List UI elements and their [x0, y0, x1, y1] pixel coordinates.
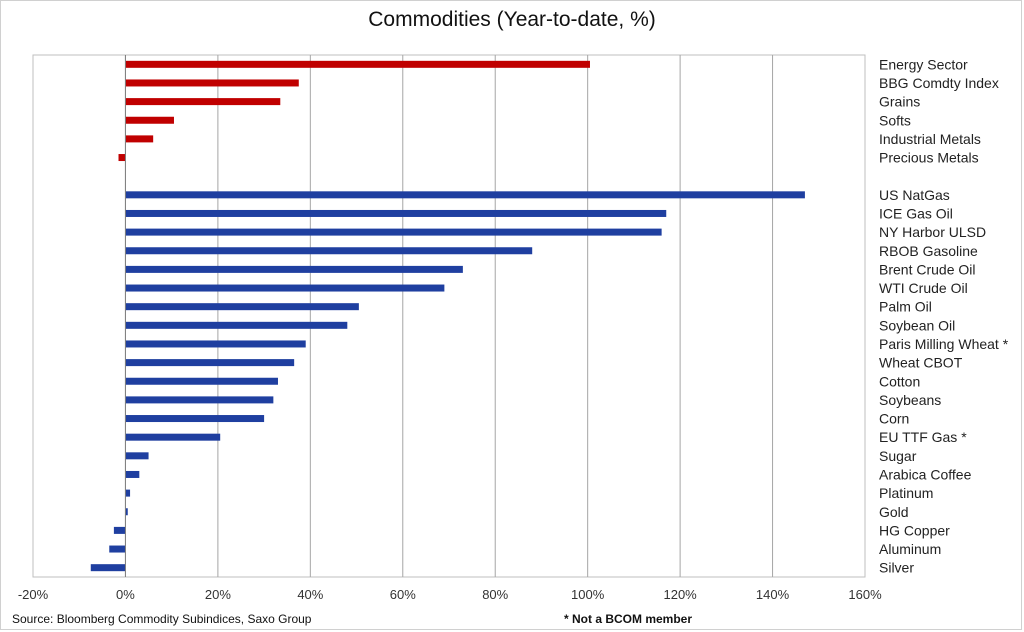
x-tick-label: 100% — [571, 587, 605, 602]
bar — [125, 340, 306, 348]
bar — [125, 284, 445, 292]
plot-area — [32, 54, 866, 578]
bar — [125, 265, 463, 273]
category-label: ICE Gas Oil — [879, 205, 953, 221]
category-label: EU TTF Gas * — [879, 429, 967, 445]
source-note: Source: Bloomberg Commodity Subindices, … — [12, 612, 312, 626]
bar — [113, 526, 126, 534]
bar — [125, 191, 805, 199]
category-label: Grains — [879, 94, 920, 110]
bar — [125, 508, 128, 516]
category-label: Palm Oil — [879, 299, 932, 315]
category-label: Soybean Oil — [879, 317, 955, 333]
category-label: Cotton — [879, 373, 920, 389]
category-label: WTI Crude Oil — [879, 280, 968, 296]
bar — [118, 154, 126, 162]
bar — [125, 377, 278, 385]
category-label: Industrial Metals — [879, 131, 981, 147]
category-label: Corn — [879, 411, 909, 427]
bar — [125, 135, 154, 143]
category-label: Softs — [879, 112, 911, 128]
category-label: Aluminum — [879, 541, 941, 557]
x-tick-label: 0% — [116, 587, 135, 602]
category-label: HG Copper — [879, 522, 950, 538]
category-label: NY Harbor ULSD — [879, 224, 986, 240]
bar — [125, 396, 274, 404]
bar — [125, 433, 221, 441]
bar — [109, 545, 126, 553]
x-tick-label: 40% — [297, 587, 323, 602]
footnote: * Not a BCOM member — [564, 612, 693, 626]
bar — [125, 303, 359, 311]
bar — [125, 452, 149, 460]
bar — [125, 79, 299, 87]
category-label: BBG Comdty Index — [879, 75, 999, 91]
bar — [125, 98, 281, 106]
bar — [125, 359, 295, 367]
bar — [125, 209, 667, 217]
bar — [125, 60, 590, 68]
category-label: Wheat CBOT — [879, 355, 963, 371]
category-label: Soybeans — [879, 392, 941, 408]
bar — [125, 228, 662, 236]
category-label: Paris Milling Wheat * — [879, 336, 1009, 352]
bar — [125, 247, 533, 255]
category-label: Gold — [879, 504, 909, 520]
bar — [90, 564, 126, 572]
x-tick-label: 160% — [848, 587, 882, 602]
x-tick-label: 80% — [482, 587, 508, 602]
bar — [125, 470, 140, 478]
category-label: Silver — [879, 560, 914, 576]
x-tick-label: 60% — [390, 587, 416, 602]
category-label: Energy Sector — [879, 56, 968, 72]
x-tick-label: 140% — [756, 587, 790, 602]
x-tick-label: -20% — [18, 587, 49, 602]
category-label: RBOB Gasoline — [879, 243, 978, 259]
category-label: Platinum — [879, 485, 933, 501]
bar — [125, 116, 174, 124]
x-tick-label: 120% — [663, 587, 697, 602]
category-label: Precious Metals — [879, 150, 979, 166]
bar — [125, 415, 265, 423]
bar — [125, 321, 348, 329]
x-tick-label: 20% — [205, 587, 231, 602]
category-label: US NatGas — [879, 187, 950, 203]
category-label: Sugar — [879, 448, 917, 464]
category-label: Brent Crude Oil — [879, 261, 975, 277]
category-label: Arabica Coffee — [879, 466, 972, 482]
bar — [125, 489, 131, 497]
chart-title: Commodities (Year-to-date, %) — [368, 8, 656, 31]
